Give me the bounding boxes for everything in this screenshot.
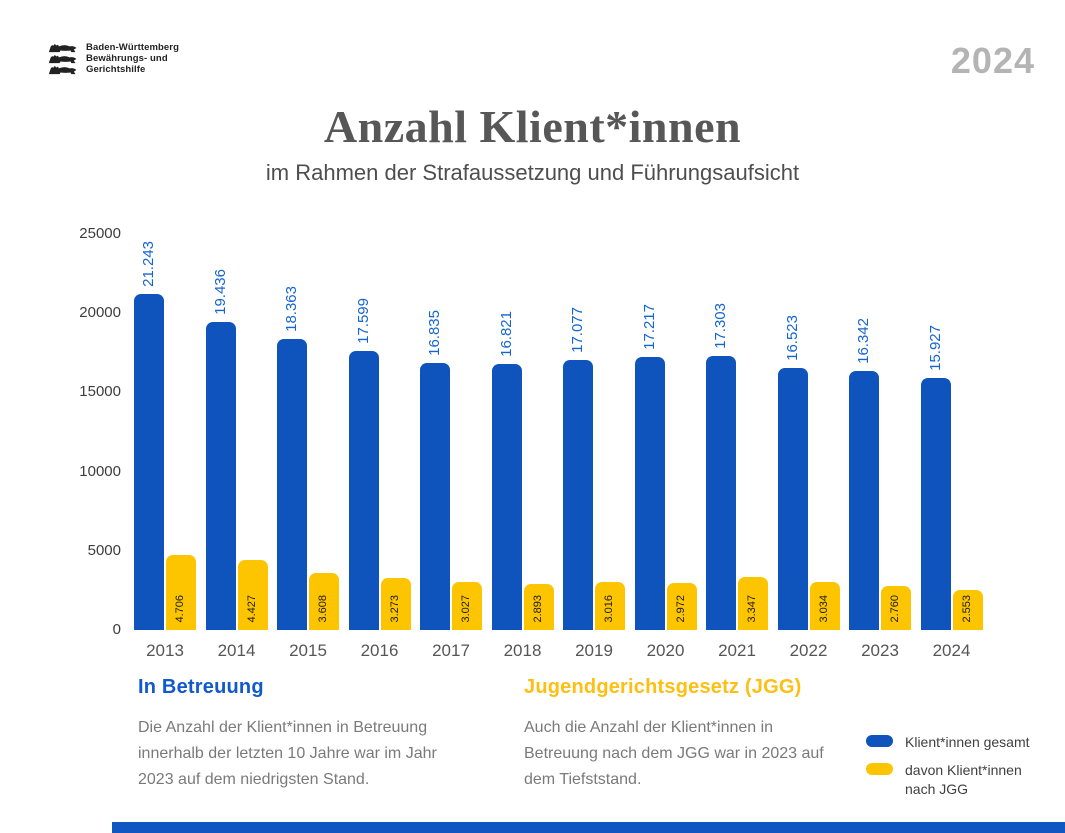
- bar-total: [634, 357, 665, 630]
- bar-total: [277, 339, 307, 630]
- bar-jgg: [380, 578, 411, 630]
- legend-label: Klient*innen gesamt: [905, 734, 1030, 750]
- x-axis-year-label: 2014: [217, 641, 256, 660]
- legend-item: davon Klient*innen nach JGG: [866, 761, 1035, 799]
- bar-jgg-value-label: 4.427: [245, 595, 258, 623]
- bar-jgg-value-label: 3.347: [746, 595, 758, 623]
- bar-total: [491, 363, 522, 630]
- x-axis-year-label: 2018: [503, 641, 542, 660]
- page-subtitle: im Rahmen der Strafaussetzung und Führun…: [265, 160, 800, 185]
- bar-jgg: [237, 559, 268, 630]
- x-axis-year-label: 2017: [432, 641, 470, 660]
- bar-jgg-value-label: 2.893: [531, 595, 544, 623]
- bar-total-value-label: 16.523: [783, 315, 801, 362]
- bar-jgg-value-label: 3.016: [603, 595, 615, 623]
- bar-jgg: [809, 581, 840, 630]
- bar-total: [563, 359, 593, 630]
- bar-total: [420, 363, 450, 630]
- section-body-betreuung: Die Anzahl der Klient*innen in Betreuung…: [138, 719, 437, 788]
- bar-total-value-label: 17.303: [712, 303, 729, 349]
- logo-line-1: Baden-Württemberg: [86, 42, 180, 53]
- x-axis-year-label: 2019: [575, 641, 613, 660]
- y-axis-tick-label: 15000: [79, 383, 121, 401]
- section-body-jgg: Auch die Anzahl der Klient*innen in Betr…: [524, 719, 824, 788]
- bw-coat-of-arms-lions-icon: [48, 43, 78, 75]
- bar-jgg: [738, 576, 768, 630]
- y-axis-tick-label: 5000: [87, 541, 121, 559]
- y-axis-tick-label: 25000: [79, 225, 121, 242]
- bar-jgg: [309, 572, 339, 630]
- y-axis-tick-label: 10000: [79, 462, 121, 480]
- bar-total: [777, 368, 808, 630]
- bar-total: [134, 293, 164, 630]
- bar-total: [348, 351, 379, 630]
- report-year-badge: 2024: [950, 40, 1035, 81]
- x-axis-year-label: 2016: [360, 641, 399, 660]
- x-axis-year-label: 2021: [718, 641, 756, 660]
- bar-total-value-label: 17.599: [354, 298, 372, 345]
- bar-jgg-value-label: 4.706: [174, 595, 186, 623]
- footer-accent-bar: [112, 822, 1065, 833]
- bar-total: [920, 377, 951, 630]
- bar-total-value-label: 18.363: [283, 286, 300, 333]
- section-jgg: Jugendgerichtsgesetz (JGG) Auch die Anza…: [524, 676, 844, 793]
- bar-total-value-label: 16.835: [426, 310, 443, 357]
- bar-total-value-label: 21.243: [140, 240, 157, 287]
- bar-total-value-label: 16.821: [497, 310, 515, 357]
- bar-jgg-value-label: 3.273: [388, 595, 401, 623]
- x-axis-year-label: 2023: [861, 641, 899, 660]
- bar-jgg-value-label: 2.972: [674, 595, 687, 623]
- logo-text: Baden-Württemberg Bewährungs- und Gerich…: [86, 42, 179, 75]
- bar-jgg-value-label: 3.027: [460, 595, 472, 623]
- bar-total: [849, 371, 879, 630]
- bar-jgg-value-label: 2.760: [889, 595, 901, 623]
- section-heading-betreuung: In Betreuung: [138, 676, 264, 698]
- x-axis-year-label: 2024: [932, 641, 971, 660]
- bar-jgg: [523, 584, 554, 630]
- bar-jgg: [666, 582, 697, 630]
- chart-legend: Klient*innen gesamt davon Klient*innen na…: [866, 733, 1035, 799]
- bar-jgg-value-label: 3.034: [817, 595, 830, 623]
- bar-total: [706, 355, 736, 630]
- bar-total-value-label: 16.342: [855, 318, 872, 365]
- bar-jgg-value-label: 3.608: [317, 595, 329, 623]
- legend-swatch-icon: [866, 763, 893, 775]
- x-axis-year-label: 2020: [646, 641, 685, 660]
- bar-jgg: [952, 589, 983, 630]
- bar-total-value-label: 17.077: [569, 306, 586, 353]
- section-in-betreuung: In Betreuung Die Anzahl der Klient*innen…: [138, 676, 458, 793]
- section-heading-jgg: Jugendgerichtsgesetz (JGG): [524, 676, 802, 698]
- y-axis-tick-label: 0: [112, 621, 121, 638]
- x-axis-year-label: 2015: [289, 641, 327, 660]
- bar-jgg: [881, 586, 911, 630]
- bw-logo: Baden-Württemberg Bewährungs- und Gerich…: [48, 42, 179, 75]
- x-axis-year-label: 2013: [146, 641, 184, 660]
- bar-total: [205, 322, 236, 630]
- bar-jgg: [452, 582, 482, 630]
- y-axis-tick-label: 20000: [79, 304, 121, 322]
- logo-line-3: Gerichtshilfe: [86, 64, 146, 75]
- page-title: Anzahl Klient*innen: [323, 101, 742, 152]
- x-axis-year-label: 2022: [789, 641, 828, 660]
- bar-jgg-value-label: 2.553: [960, 595, 973, 623]
- legend-item: Klient*innen gesamt: [866, 733, 1035, 752]
- legend-label: davon Klient*innen nach JGG: [905, 762, 1022, 797]
- bar-jgg: [595, 582, 625, 630]
- logo-line-2: Bewährungs- und: [86, 53, 168, 64]
- bar-jgg: [166, 555, 196, 630]
- bar-total-value-label: 19.436: [211, 269, 229, 316]
- bar-total-value-label: 15.927: [926, 324, 944, 371]
- bar-total-value-label: 17.217: [640, 304, 658, 351]
- legend-swatch-icon: [866, 735, 893, 747]
